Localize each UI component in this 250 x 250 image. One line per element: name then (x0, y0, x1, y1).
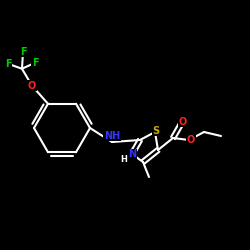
Text: H: H (120, 154, 128, 164)
Text: F: F (5, 59, 11, 69)
Text: NH: NH (104, 131, 120, 141)
Text: O: O (28, 81, 36, 91)
Text: O: O (179, 117, 187, 127)
Text: O: O (187, 135, 195, 145)
Text: F: F (20, 47, 26, 57)
Text: S: S (152, 126, 160, 136)
Text: N: N (128, 149, 136, 159)
Text: F: F (32, 58, 38, 68)
